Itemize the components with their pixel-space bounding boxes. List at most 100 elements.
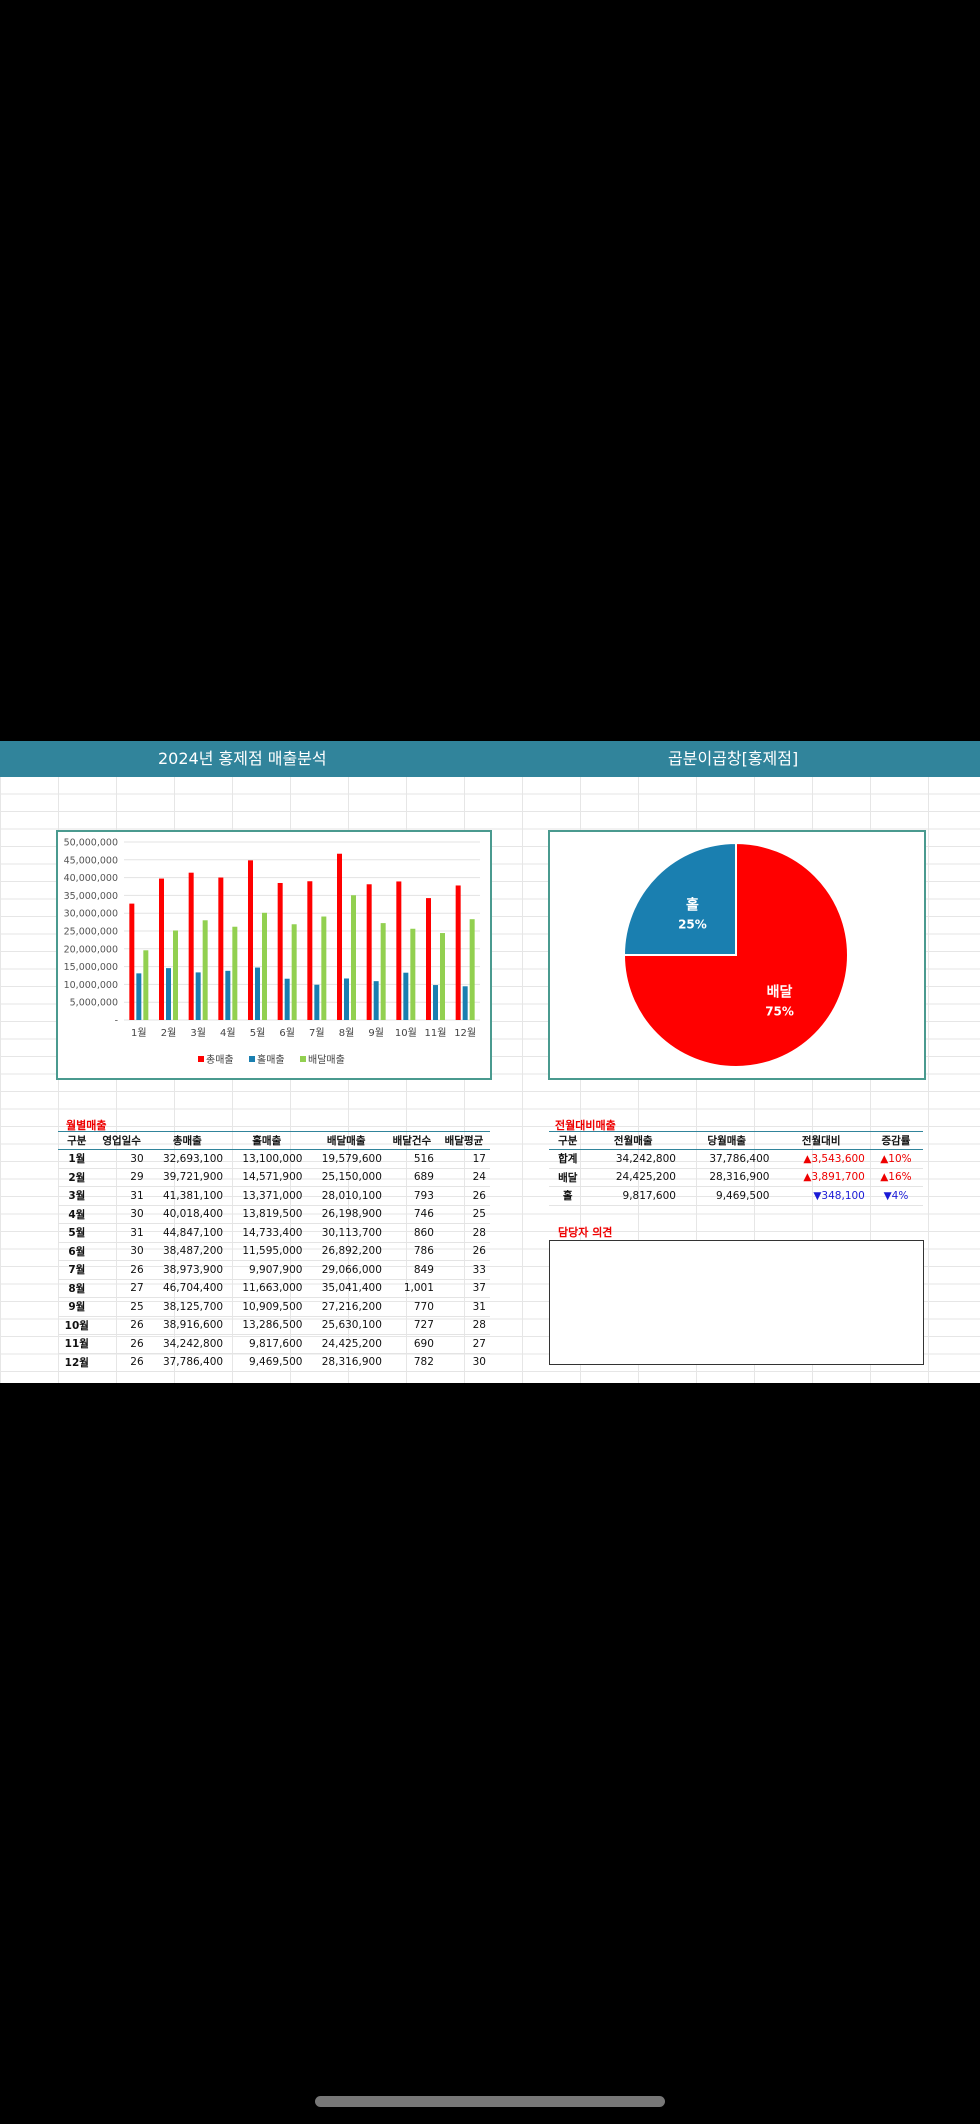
table-row: 배달 24,425,200 28,316,900 ▲3,891,700 ▲16% bbox=[549, 1168, 923, 1187]
y-tick-label: - bbox=[115, 1016, 118, 1027]
row-label: 6월 bbox=[58, 1242, 96, 1261]
bar-홀매출[interactable] bbox=[225, 970, 231, 1020]
table-cell: 9,817,600 bbox=[586, 1186, 680, 1206]
column-header: 배달평균 bbox=[437, 1131, 490, 1150]
bar-홀매출[interactable] bbox=[136, 973, 142, 1020]
bar-배달매출[interactable] bbox=[321, 916, 327, 1020]
bar-배달매출[interactable] bbox=[351, 895, 356, 1020]
bar-총매출[interactable] bbox=[366, 884, 372, 1020]
table-cell: 27 bbox=[437, 1334, 490, 1354]
bar-홀매출[interactable] bbox=[314, 984, 320, 1020]
table-cell: 34,242,800 bbox=[586, 1149, 680, 1169]
table-cell: 9,907,900 bbox=[227, 1260, 307, 1280]
table-cell: 793 bbox=[385, 1186, 438, 1206]
x-tick-label: 7월 bbox=[309, 1027, 325, 1039]
legend-label: 배달매출 bbox=[308, 1054, 345, 1066]
report-title: 2024년 홍제점 매출분석 bbox=[158, 749, 327, 768]
table-cell: 24 bbox=[437, 1168, 490, 1187]
table-cell: 13,371,000 bbox=[227, 1186, 307, 1206]
opinion-box[interactable] bbox=[549, 1240, 924, 1365]
y-tick-label: 15,000,000 bbox=[64, 962, 118, 973]
bar-배달매출[interactable] bbox=[380, 923, 386, 1020]
bar-배달매출[interactable] bbox=[232, 926, 238, 1020]
bar-총매출[interactable] bbox=[248, 860, 253, 1020]
store-name: 곱분이곱창[홍제점] bbox=[668, 749, 799, 768]
table-cell: 41,381,100 bbox=[147, 1186, 228, 1206]
bar-총매출[interactable] bbox=[455, 885, 461, 1020]
bar-총매출[interactable] bbox=[277, 882, 283, 1020]
table-cell: 26,892,200 bbox=[306, 1242, 386, 1261]
bar-총매출[interactable] bbox=[396, 881, 402, 1020]
table-cell: 31 bbox=[95, 1186, 148, 1206]
bar-배달매출[interactable] bbox=[173, 930, 178, 1020]
bar-홀매출[interactable] bbox=[195, 972, 201, 1020]
table-row: 2월 29 39,721,900 14,571,900 25,150,000 689 24 bbox=[58, 1168, 490, 1187]
table-cell: 37,786,400 bbox=[679, 1149, 774, 1169]
row-label: 3월 bbox=[58, 1186, 96, 1206]
bar-총매출[interactable] bbox=[129, 903, 135, 1020]
pie-slice-배달[interactable] bbox=[622, 841, 849, 1068]
pie-label: 홀 bbox=[686, 896, 699, 913]
row-label: 8월 bbox=[58, 1279, 96, 1298]
bar-홀매출[interactable] bbox=[462, 986, 468, 1020]
table-cell: 27,216,200 bbox=[306, 1297, 386, 1317]
bar-배달매출[interactable] bbox=[440, 933, 445, 1020]
table-cell: 26 bbox=[437, 1242, 490, 1261]
bar-홀매출[interactable] bbox=[403, 972, 409, 1020]
y-tick-label: 35,000,000 bbox=[64, 891, 118, 902]
table-cell: 31 bbox=[437, 1297, 490, 1317]
table-cell: 11,595,000 bbox=[227, 1242, 307, 1261]
bar-총매출[interactable] bbox=[426, 898, 431, 1020]
bar-홀매출[interactable] bbox=[433, 985, 438, 1020]
bar-배달매출[interactable] bbox=[143, 950, 149, 1020]
row-label: 10월 bbox=[58, 1316, 96, 1335]
bar-총매출[interactable] bbox=[188, 872, 194, 1020]
y-tick-label: 25,000,000 bbox=[64, 927, 118, 938]
bar-총매출[interactable] bbox=[159, 878, 164, 1020]
bar-홀매출[interactable] bbox=[284, 978, 290, 1020]
row-label: 5월 bbox=[58, 1223, 96, 1243]
table-cell: 40,018,400 bbox=[147, 1205, 228, 1224]
legend-label: 총매출 bbox=[206, 1054, 234, 1066]
table-cell: 28 bbox=[437, 1316, 490, 1335]
bar-총매출[interactable] bbox=[218, 877, 224, 1020]
table-cell: 24,425,200 bbox=[586, 1168, 680, 1187]
table-cell: 10,909,500 bbox=[227, 1297, 307, 1317]
pie-slice-홀[interactable] bbox=[622, 841, 737, 956]
bar-총매출[interactable] bbox=[337, 853, 342, 1020]
pie-label: 배달 bbox=[767, 985, 793, 1001]
bar-배달매출[interactable] bbox=[469, 919, 475, 1020]
table-row: 5월 31 44,847,100 14,733,400 30,113,700 860 28 bbox=[58, 1223, 490, 1243]
table-cell: 9,817,600 bbox=[227, 1334, 307, 1354]
table-cell: 37,786,400 bbox=[147, 1353, 228, 1372]
table-cell: 31 bbox=[95, 1223, 148, 1243]
bar-총매출[interactable] bbox=[307, 881, 313, 1020]
bar-홀매출[interactable] bbox=[373, 981, 379, 1020]
legend-swatch bbox=[249, 1056, 255, 1062]
pie-percent: 25% bbox=[678, 917, 707, 931]
bar-배달매출[interactable] bbox=[262, 912, 267, 1020]
bar-홀매출[interactable] bbox=[255, 967, 260, 1020]
home-indicator[interactable] bbox=[315, 2096, 665, 2107]
legend-label: 홀매출 bbox=[257, 1053, 285, 1066]
bar-배달매출[interactable] bbox=[291, 924, 297, 1020]
y-tick-label: 20,000,000 bbox=[64, 944, 118, 955]
bar-chart-panel[interactable]: 50,000,000 45,000,000 40,000,000 35,000,000… bbox=[56, 830, 492, 1080]
table-cell: 13,100,000 bbox=[227, 1149, 307, 1169]
bar-배달매출[interactable] bbox=[410, 928, 416, 1020]
bar-홀매출[interactable] bbox=[344, 978, 349, 1020]
y-tick-label: 10,000,000 bbox=[64, 980, 118, 991]
table-cell: 29 bbox=[95, 1168, 148, 1187]
table-cell: 11,663,000 bbox=[227, 1279, 307, 1298]
bar-홀매출[interactable] bbox=[166, 968, 171, 1020]
table-cell: 17 bbox=[437, 1149, 490, 1169]
table-cell: 25 bbox=[95, 1297, 148, 1317]
pie-chart-panel[interactable]: 홀 25% 배달 75% bbox=[548, 830, 926, 1080]
column-header: 증감률 bbox=[868, 1131, 923, 1150]
y-tick-label: 40,000,000 bbox=[64, 873, 118, 884]
table-cell: 19,579,600 bbox=[306, 1149, 386, 1169]
bar-배달매출[interactable] bbox=[202, 920, 208, 1020]
table-cell: 770 bbox=[385, 1297, 438, 1317]
table-cell: 26 bbox=[95, 1316, 148, 1335]
row-label: 배달 bbox=[549, 1168, 587, 1187]
